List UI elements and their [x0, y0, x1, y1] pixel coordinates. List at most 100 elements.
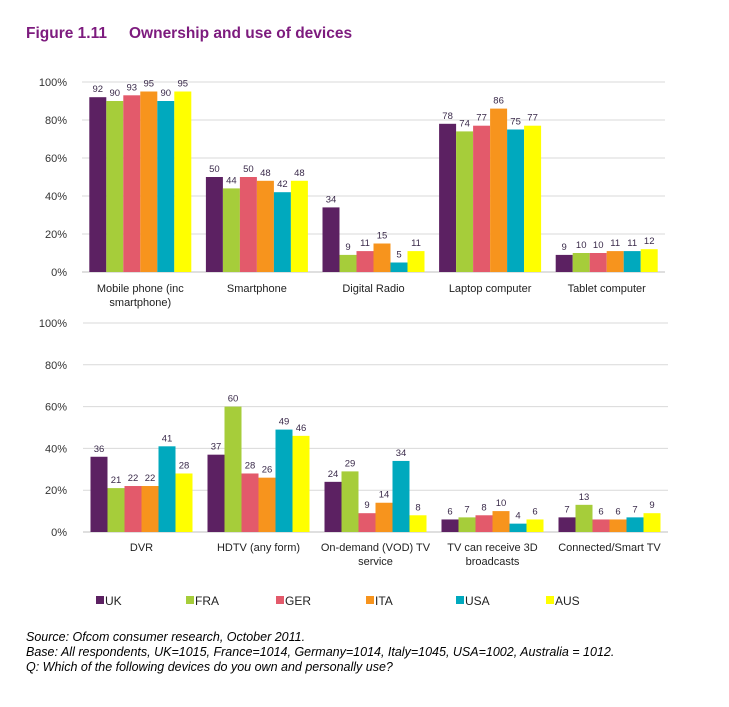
bar-uk: [558, 517, 576, 532]
data-label: 49: [279, 417, 290, 428]
bar-ger: [358, 513, 376, 532]
bar-fra: [456, 131, 474, 272]
data-label: 75: [510, 117, 521, 128]
legend-label-usa: USA: [465, 594, 490, 608]
bar-usa: [509, 523, 527, 532]
bar-uk: [322, 207, 340, 272]
data-label: 34: [396, 448, 407, 459]
data-label: 12: [644, 236, 655, 247]
data-label: 77: [527, 113, 538, 124]
data-label: 90: [110, 88, 121, 99]
category-label-line: TV can receive 3D: [447, 542, 538, 554]
category-label-line: Laptop computer: [449, 283, 532, 295]
data-label: 78: [442, 111, 453, 122]
bar-fra: [341, 471, 359, 532]
legend-label-ita: ITA: [375, 594, 393, 608]
category-label-line: Digital Radio: [342, 283, 404, 295]
bar-ita: [609, 519, 627, 532]
bar-usa: [275, 429, 293, 532]
bar-uk: [439, 123, 457, 272]
data-label: 11: [360, 238, 370, 249]
bar-aus: [292, 435, 310, 532]
legend-label-uk: UK: [105, 594, 122, 608]
bar-fra: [107, 488, 125, 532]
bar-uk: [555, 254, 573, 272]
bar-uk: [89, 97, 107, 272]
bar-aus: [643, 513, 661, 532]
bar-ita: [492, 511, 510, 532]
data-label: 11: [610, 238, 620, 249]
bar-ger: [241, 473, 259, 532]
data-label: 13: [579, 492, 590, 503]
category-label: Mobile phone (inc smartphone): [97, 283, 184, 309]
y-tick-label: 0%: [51, 267, 67, 279]
category-label-line: Tablet computer: [568, 283, 647, 295]
data-label: 60: [228, 394, 239, 405]
data-label: 6: [598, 506, 603, 517]
bar-ger: [589, 253, 607, 272]
figure-title-text: Ownership and use of devices: [128, 25, 353, 42]
category-label-line: Smartphone: [227, 283, 287, 295]
data-label: 74: [459, 118, 470, 129]
y-tick-label: 40%: [45, 191, 67, 203]
category-label-line: service: [358, 556, 393, 568]
legend-swatch-uk: [96, 596, 104, 604]
bar-ita: [606, 251, 624, 272]
bar-ger: [124, 486, 142, 532]
category-label: HDTV (any form): [217, 542, 300, 554]
category-label: TV can receive 3D broadcasts: [447, 542, 538, 568]
bar-fra: [222, 188, 240, 272]
data-label: 15: [377, 231, 388, 242]
data-label: 9: [364, 500, 369, 511]
data-label: 28: [179, 460, 190, 471]
y-tick-label: 40%: [45, 443, 67, 455]
data-label: 7: [632, 504, 637, 515]
bar-aus: [524, 125, 542, 272]
bar-aus: [175, 473, 193, 532]
category-label-line: Mobile phone (inc: [97, 283, 184, 295]
data-label: 22: [145, 473, 156, 484]
category-label: Laptop computer: [449, 283, 532, 295]
data-label: 7: [464, 504, 469, 515]
data-label: 93: [127, 82, 138, 93]
bar-fra: [458, 517, 476, 532]
bar-ger: [356, 251, 374, 272]
bar-ger: [123, 95, 141, 272]
legend-label-fra: FRA: [195, 594, 219, 608]
bar-ita: [141, 486, 159, 532]
data-label: 95: [178, 79, 189, 90]
data-label: 6: [447, 506, 452, 517]
bar-uk: [90, 456, 108, 532]
data-label: 5: [396, 250, 401, 261]
bar-ger: [239, 177, 257, 272]
bar-usa: [273, 192, 291, 272]
legend-label-ger: GER: [285, 594, 311, 608]
legend-swatch-fra: [186, 596, 194, 604]
category-label: Tablet computer: [568, 283, 647, 295]
bar-usa: [157, 101, 175, 272]
legend-label-aus: AUS: [555, 594, 580, 608]
data-label: 4: [515, 511, 520, 522]
bar-aus: [290, 180, 308, 272]
data-label: 41: [162, 433, 173, 444]
bar-ita: [490, 108, 508, 272]
bar-uk: [205, 177, 223, 272]
bar-fra: [339, 254, 357, 272]
data-label: 10: [576, 240, 587, 251]
bar-ita: [256, 180, 274, 272]
bar-uk: [324, 481, 342, 532]
source-note: Source: Ofcom consumer research, October…: [26, 630, 306, 644]
category-label-line: Connected/Smart TV: [558, 542, 661, 554]
question-note: Q: Which of the following devices do you…: [26, 660, 393, 674]
legend-swatch-aus: [546, 596, 554, 604]
bar-usa: [623, 251, 641, 272]
data-label: 90: [161, 88, 172, 99]
data-label: 6: [532, 506, 537, 517]
data-label: 11: [411, 238, 421, 249]
data-label: 9: [345, 242, 350, 253]
data-label: 6: [615, 506, 620, 517]
data-label: 92: [93, 84, 104, 95]
bar-ita: [258, 477, 276, 532]
data-label: 50: [209, 164, 220, 175]
